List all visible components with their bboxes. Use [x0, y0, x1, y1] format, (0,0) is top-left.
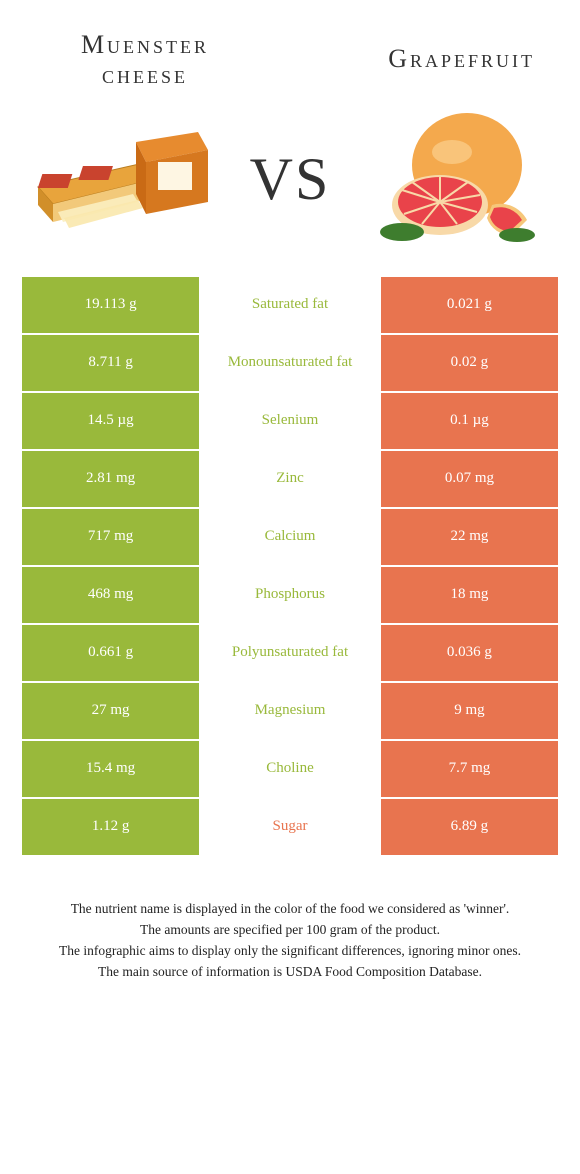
vs-label: VS	[250, 145, 331, 214]
table-row: 8.711 gMonounsaturated fat0.02 g	[22, 335, 558, 391]
left-food-title-line1: Muenster	[81, 30, 209, 59]
right-value-cell: 0.021 g	[381, 277, 558, 333]
nutrient-label-cell: Phosphorus	[201, 567, 379, 623]
table-row: 15.4 mgCholine7.7 mg	[22, 741, 558, 797]
nutrient-label-cell: Zinc	[201, 451, 379, 507]
table-row: 14.5 µgSelenium0.1 µg	[22, 393, 558, 449]
comparison-table: 19.113 gSaturated fat0.021 g8.711 gMonou…	[20, 275, 560, 857]
right-value-cell: 22 mg	[381, 509, 558, 565]
comparison-table-body: 19.113 gSaturated fat0.021 g8.711 gMonou…	[22, 277, 558, 855]
footer-line-3: The infographic aims to display only the…	[34, 941, 546, 962]
left-food-image	[28, 115, 218, 245]
footer-line-1: The nutrient name is displayed in the co…	[34, 899, 546, 920]
table-row: 19.113 gSaturated fat0.021 g	[22, 277, 558, 333]
left-value-cell: 468 mg	[22, 567, 199, 623]
left-food-title-line2: cheese	[102, 60, 188, 89]
left-value-cell: 27 mg	[22, 683, 199, 739]
right-value-cell: 6.89 g	[381, 799, 558, 855]
table-row: 27 mgMagnesium9 mg	[22, 683, 558, 739]
grapefruit-icon	[362, 110, 552, 250]
nutrient-label-cell: Sugar	[201, 799, 379, 855]
left-value-cell: 19.113 g	[22, 277, 199, 333]
nutrient-label-cell: Calcium	[201, 509, 379, 565]
nutrient-label-cell: Magnesium	[201, 683, 379, 739]
left-food-title: Muenster cheese	[45, 30, 245, 90]
right-value-cell: 0.07 mg	[381, 451, 558, 507]
nutrient-label-cell: Polyunsaturated fat	[201, 625, 379, 681]
images-row: VS	[0, 100, 580, 275]
nutrient-label-cell: Selenium	[201, 393, 379, 449]
right-food-title: Grapefruit	[335, 30, 535, 90]
right-value-cell: 0.1 µg	[381, 393, 558, 449]
nutrient-label-cell: Choline	[201, 741, 379, 797]
nutrient-label-cell: Monounsaturated fat	[201, 335, 379, 391]
right-food-image	[362, 115, 552, 245]
table-row: 717 mgCalcium22 mg	[22, 509, 558, 565]
table-row: 2.81 mgZinc0.07 mg	[22, 451, 558, 507]
header-row: Muenster cheese Grapefruit	[0, 0, 580, 100]
right-value-cell: 0.036 g	[381, 625, 558, 681]
cheese-icon	[28, 120, 218, 240]
left-value-cell: 2.81 mg	[22, 451, 199, 507]
table-row: 1.12 gSugar6.89 g	[22, 799, 558, 855]
footer-line-4: The main source of information is USDA F…	[34, 962, 546, 983]
footer-line-2: The amounts are specified per 100 gram o…	[34, 920, 546, 941]
right-value-cell: 7.7 mg	[381, 741, 558, 797]
right-value-cell: 0.02 g	[381, 335, 558, 391]
table-row: 0.661 gPolyunsaturated fat0.036 g	[22, 625, 558, 681]
nutrient-label-cell: Saturated fat	[201, 277, 379, 333]
left-value-cell: 14.5 µg	[22, 393, 199, 449]
left-value-cell: 15.4 mg	[22, 741, 199, 797]
right-value-cell: 9 mg	[381, 683, 558, 739]
left-value-cell: 717 mg	[22, 509, 199, 565]
table-row: 468 mgPhosphorus18 mg	[22, 567, 558, 623]
left-value-cell: 8.711 g	[22, 335, 199, 391]
footer-notes: The nutrient name is displayed in the co…	[0, 857, 580, 983]
left-value-cell: 0.661 g	[22, 625, 199, 681]
left-value-cell: 1.12 g	[22, 799, 199, 855]
right-value-cell: 18 mg	[381, 567, 558, 623]
